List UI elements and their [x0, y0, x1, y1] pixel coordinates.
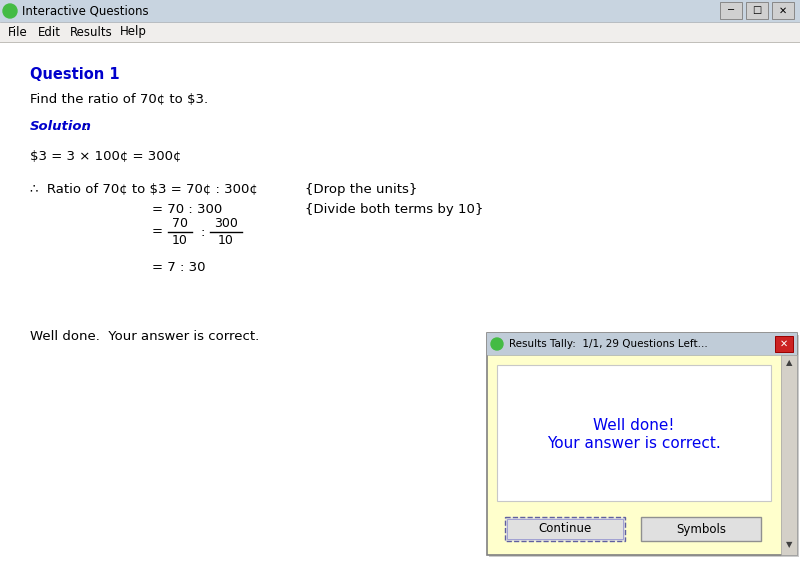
- Text: Continue: Continue: [538, 523, 592, 536]
- Text: Well done.  Your answer is correct.: Well done. Your answer is correct.: [30, 330, 259, 343]
- Text: Your answer is correct.: Your answer is correct.: [547, 436, 721, 451]
- Text: Results Tally:  1/1, 29 Questions Left...: Results Tally: 1/1, 29 Questions Left...: [509, 339, 708, 349]
- Text: 70: 70: [172, 217, 188, 230]
- Bar: [0, 22, 800, 42]
- Text: ▲: ▲: [786, 359, 792, 368]
- Text: 10: 10: [218, 234, 234, 247]
- Text: Question 1: Question 1: [30, 67, 120, 82]
- Bar: [641, 517, 761, 541]
- Text: □: □: [752, 6, 762, 16]
- Bar: [487, 333, 797, 355]
- Circle shape: [3, 4, 17, 18]
- Text: 300: 300: [214, 217, 238, 230]
- Text: ✕: ✕: [779, 6, 787, 16]
- Text: :: :: [200, 225, 204, 238]
- Text: = 70 : 300: = 70 : 300: [152, 203, 222, 216]
- Text: ▼: ▼: [786, 541, 792, 550]
- Bar: [772, 2, 794, 19]
- Circle shape: [491, 338, 503, 350]
- Text: −: −: [727, 6, 735, 16]
- Bar: [487, 333, 797, 555]
- Text: {Divide both terms by 10}: {Divide both terms by 10}: [305, 203, 483, 216]
- Text: Find the ratio of 70¢ to $3.: Find the ratio of 70¢ to $3.: [30, 93, 208, 106]
- Text: $3 = 3 × 100¢ = 300¢: $3 = 3 × 100¢ = 300¢: [30, 150, 182, 163]
- Bar: [497, 365, 771, 501]
- Text: Symbols: Symbols: [676, 523, 726, 536]
- Text: Help: Help: [120, 25, 147, 39]
- Bar: [746, 2, 768, 19]
- Bar: [507, 519, 623, 539]
- Bar: [489, 335, 799, 557]
- Text: Interactive Questions: Interactive Questions: [22, 4, 149, 17]
- Text: :: :: [82, 120, 86, 133]
- Text: {Drop the units}: {Drop the units}: [305, 183, 418, 196]
- Text: 10: 10: [172, 234, 188, 247]
- Text: Edit: Edit: [38, 25, 61, 39]
- Text: Well done!: Well done!: [594, 418, 674, 433]
- Text: ∴  Ratio of 70¢ to $3 = 70¢ : 300¢: ∴ Ratio of 70¢ to $3 = 70¢ : 300¢: [30, 183, 258, 196]
- Text: Results: Results: [70, 25, 113, 39]
- Text: ✕: ✕: [780, 339, 788, 349]
- Bar: [720, 2, 742, 19]
- Text: =: =: [152, 225, 163, 238]
- Bar: [505, 517, 625, 541]
- Bar: [0, 0, 800, 22]
- Bar: [775, 336, 793, 352]
- Bar: [781, 355, 797, 555]
- Text: Solution: Solution: [30, 120, 92, 133]
- Text: = 7 : 30: = 7 : 30: [152, 261, 206, 274]
- Text: File: File: [8, 25, 28, 39]
